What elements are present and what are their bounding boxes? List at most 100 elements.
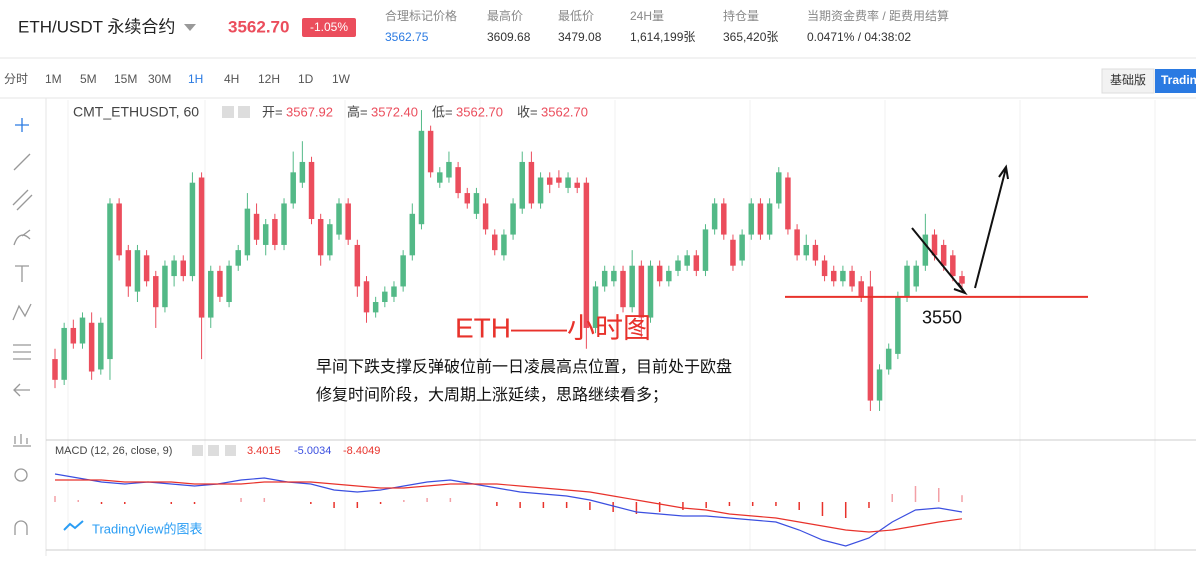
candle-body [611, 270, 617, 282]
candle-body [116, 203, 122, 256]
signal-line [55, 479, 963, 533]
symbol: CMT_ETHUSDT, 60 [73, 104, 199, 120]
stat-value: 0.0471% / 04:38:02 [807, 30, 911, 44]
ohlc-value: 3562.70 [541, 104, 588, 119]
candle-body [198, 177, 205, 318]
interval[interactable]: 5M [80, 72, 97, 86]
candle-body [363, 281, 370, 313]
side-tools [12, 118, 33, 535]
legend-icon[interactable] [208, 445, 219, 456]
candle-body [372, 302, 379, 313]
candle-body [620, 270, 626, 308]
candle-body [895, 296, 901, 354]
stat-label: 最高价 [487, 8, 523, 23]
candle-body [684, 255, 690, 266]
legend-icon[interactable] [225, 445, 236, 456]
legend-icon[interactable] [192, 445, 203, 456]
stat-value: 3479.08 [558, 30, 602, 44]
tool-magnet[interactable] [14, 520, 28, 535]
interval[interactable]: 12H [258, 72, 280, 86]
tool-back[interactable] [13, 383, 30, 397]
candle-body [812, 244, 819, 261]
annotation-text: 早间下跌支撑反弹破位前一日凌晨高点位置，目前处于欧盘 [316, 357, 732, 376]
candle-body [354, 244, 361, 287]
mode-btn[interactable] [1101, 68, 1155, 94]
stat-value: 1,614,199张 [630, 30, 695, 44]
change-badge [302, 18, 356, 37]
candle-body [299, 161, 306, 183]
candle-body [125, 250, 132, 287]
candle-body [98, 322, 104, 370]
annotation-title: ETH——小时图 [455, 312, 651, 343]
signal-value: -8.4049 [343, 445, 380, 457]
ohlc-value: 3562.70 [456, 104, 503, 119]
candle-body [739, 234, 745, 261]
interval[interactable]: 30M [148, 72, 171, 86]
tool-chart[interactable] [13, 434, 31, 447]
candle-body [308, 161, 315, 220]
stat-label: 持仓量 [723, 8, 759, 23]
candle-body [244, 208, 251, 256]
tool-text[interactable] [15, 265, 29, 282]
candle-body [437, 172, 443, 183]
pair[interactable]: ETH/USDT 永续合约 [18, 17, 175, 36]
stat-label: 当期资金费率 / 距费用结算 [807, 8, 949, 23]
dropdown[interactable] [184, 24, 196, 31]
candle-body [253, 213, 260, 240]
mode-label[interactable]: TradingView [1161, 73, 1196, 87]
candle-body [931, 234, 938, 256]
candle-body [940, 244, 947, 266]
candle-body [849, 270, 855, 287]
ohlc-label: 收= [517, 104, 538, 119]
tool-measure[interactable] [13, 344, 31, 360]
candle-body [702, 229, 709, 271]
candle-body [592, 286, 599, 328]
tool-brush[interactable] [13, 229, 31, 246]
tool-fib[interactable] [12, 189, 33, 211]
candle-body [748, 203, 755, 235]
interval[interactable]: 1H [188, 72, 203, 86]
legend-icon[interactable] [222, 106, 234, 118]
candle-body [464, 193, 471, 204]
candle-body [317, 219, 324, 256]
stat-label: 24H量 [630, 9, 664, 23]
stat-value: 365,420张 [723, 30, 778, 44]
candle-body [226, 265, 232, 303]
mode-label[interactable]: 基础版 [1110, 73, 1146, 87]
candle-body [766, 203, 773, 235]
tool-line[interactable] [13, 153, 31, 171]
candle-body [418, 130, 425, 225]
interval[interactable]: 1W [332, 72, 351, 86]
interval[interactable]: 1M [45, 72, 62, 86]
arrow-down [911, 227, 968, 296]
interval[interactable]: 4H [224, 72, 239, 86]
candle-body [262, 224, 269, 245]
candle-body [556, 177, 562, 183]
candle-body [959, 276, 965, 284]
candle-body [52, 359, 58, 380]
change: -1.05% [310, 20, 348, 34]
candle-body [840, 270, 846, 282]
candle-body [400, 255, 406, 287]
tool-zoom[interactable] [14, 468, 28, 482]
tool-pattern[interactable] [12, 303, 32, 321]
candle-body [290, 172, 296, 204]
interval[interactable]: 分时 [4, 72, 28, 86]
candle-body [61, 327, 67, 380]
candle-body [473, 193, 480, 214]
legend-icon[interactable] [238, 106, 250, 118]
price: 3562.70 [228, 17, 289, 36]
candle-body [666, 270, 672, 282]
candle-body [675, 260, 681, 271]
candle-body [153, 276, 159, 308]
mode-btn-active[interactable] [1155, 69, 1196, 93]
macd-value: -5.0034 [294, 445, 331, 457]
ohlc-value: 3572.40 [371, 104, 418, 119]
watermark: TradingView的图表 [92, 521, 203, 536]
interval[interactable]: 15M [114, 72, 137, 86]
interval[interactable]: 1D [298, 72, 314, 86]
tool-cross[interactable] [15, 118, 29, 132]
candle-body [235, 250, 241, 266]
candle-body [501, 234, 507, 256]
